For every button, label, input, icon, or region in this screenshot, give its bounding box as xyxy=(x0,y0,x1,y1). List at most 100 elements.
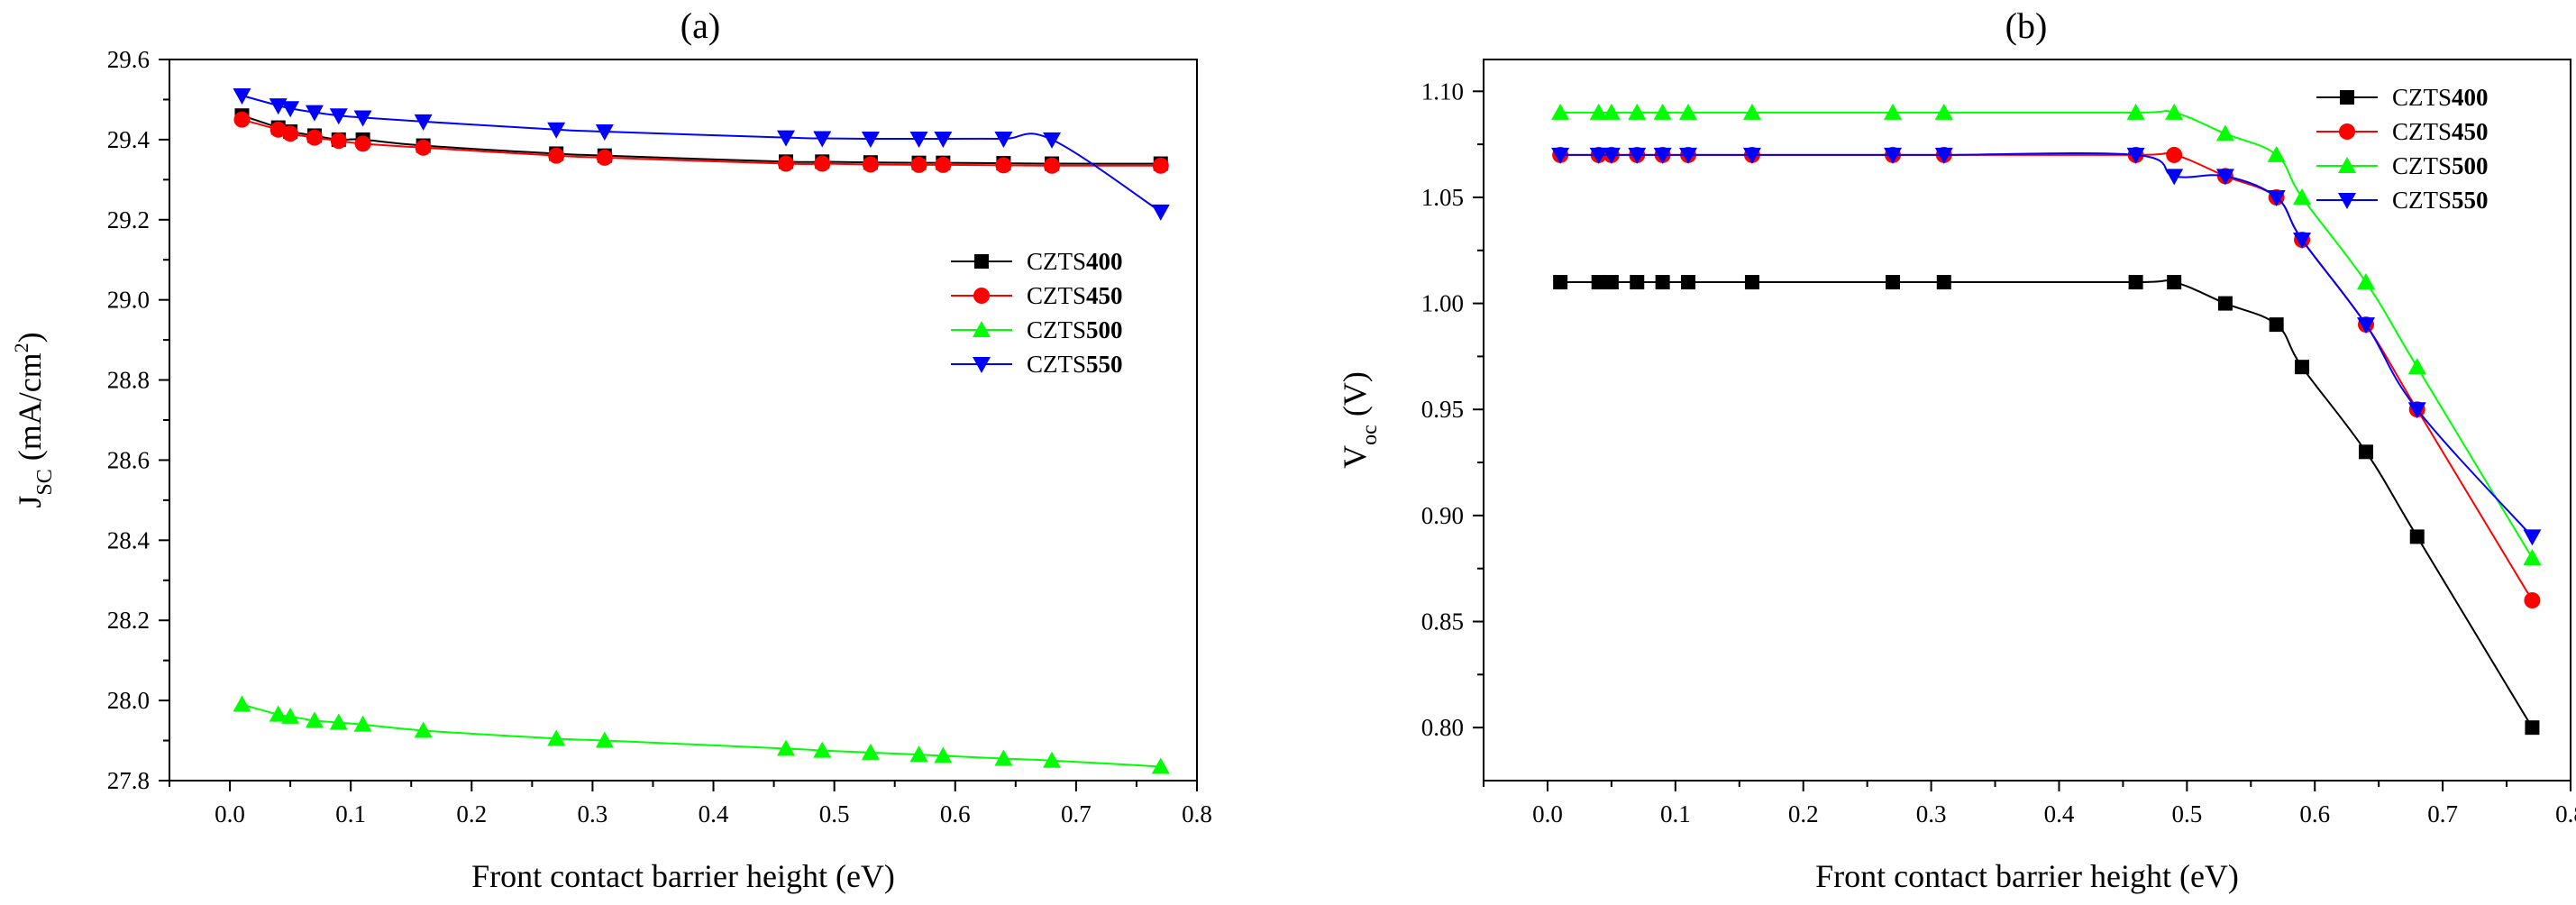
y-axis-title: JSC (mA/cm2) xyxy=(10,332,57,507)
data-point-CZTS500 xyxy=(329,713,348,730)
data-point-CZTS450 xyxy=(1152,157,1169,174)
x-tick-label: 0.3 xyxy=(1916,800,1947,827)
legend-marker xyxy=(2340,90,2354,105)
data-point-CZTS400 xyxy=(1603,275,1619,290)
x-tick-label: 0.6 xyxy=(940,800,971,827)
data-point-CZTS550 xyxy=(595,124,614,141)
data-point-CZTS550 xyxy=(1151,204,1170,221)
plot-frame xyxy=(169,59,1198,782)
data-point-CZTS500 xyxy=(2165,103,2184,120)
data-point-CZTS500 xyxy=(305,711,324,728)
legend-label: CZTS450 xyxy=(1027,282,1123,309)
data-point-CZTS500 xyxy=(1679,103,1698,120)
data-point-CZTS500 xyxy=(2356,273,2375,290)
x-tick-label: 0.2 xyxy=(456,800,487,827)
data-point-CZTS550 xyxy=(353,110,372,127)
data-point-CZTS500 xyxy=(1551,103,1570,120)
data-point-CZTS550 xyxy=(934,132,953,148)
data-point-CZTS550 xyxy=(233,88,251,105)
x-tick-label: 0.1 xyxy=(335,800,366,827)
data-point-CZTS550 xyxy=(909,132,928,148)
data-point-CZTS500 xyxy=(1934,103,1953,120)
x-tick-label: 0.1 xyxy=(1660,800,1691,827)
legend-label: CZTS550 xyxy=(2392,187,2489,214)
data-point-CZTS400 xyxy=(1681,275,1696,290)
x-tick-label: 0.8 xyxy=(1182,800,1212,827)
data-point-CZTS550 xyxy=(2356,317,2375,334)
data-point-CZTS450 xyxy=(354,135,371,152)
y-tick-label: 0.85 xyxy=(1421,608,1464,635)
data-point-CZTS450 xyxy=(233,111,251,128)
data-point-CZTS550 xyxy=(414,114,433,131)
data-point-CZTS550 xyxy=(2523,529,2542,546)
series-line-CZTS400 xyxy=(242,114,1161,165)
y-tick-label: 28.8 xyxy=(107,367,150,394)
data-point-CZTS500 xyxy=(1151,757,1170,774)
data-point-CZTS400 xyxy=(2128,275,2143,290)
data-point-CZTS500 xyxy=(1653,103,1672,120)
data-point-CZTS500 xyxy=(547,729,566,746)
data-point-CZTS550 xyxy=(305,105,324,122)
data-point-CZTS450 xyxy=(862,156,879,173)
legend-label: CZTS450 xyxy=(2392,118,2489,145)
series-line-CZTS500 xyxy=(242,703,1161,768)
data-point-CZTS450 xyxy=(935,156,952,173)
y-tick-label: 1.05 xyxy=(1421,184,1464,211)
series-line-CZTS550 xyxy=(1560,151,2534,538)
x-tick-label: 0.6 xyxy=(2299,800,2330,827)
data-point-CZTS400 xyxy=(2525,720,2540,736)
x-tick-label: 0.5 xyxy=(819,800,850,827)
data-point-CZTS450 xyxy=(1044,157,1061,174)
y-axis-title: Voc (V) xyxy=(1337,371,1382,469)
data-point-CZTS500 xyxy=(2523,548,2542,565)
data-point-CZTS400 xyxy=(1936,275,1951,290)
series-line-CZTS400 xyxy=(1560,279,2534,728)
data-point-CZTS550 xyxy=(2215,169,2234,186)
data-point-CZTS500 xyxy=(595,731,614,748)
data-point-CZTS550 xyxy=(1742,147,1761,164)
data-point-CZTS500 xyxy=(861,743,880,760)
legend-marker xyxy=(2338,157,2356,173)
legend-marker xyxy=(973,357,991,373)
data-point-CZTS500 xyxy=(2126,103,2145,120)
y-tick-label: 29.4 xyxy=(107,126,151,153)
data-point-CZTS400 xyxy=(1630,275,1645,290)
data-point-CZTS550 xyxy=(329,108,348,125)
plot-frame xyxy=(1483,59,2571,782)
panel-tag: (b) xyxy=(2005,5,2048,46)
data-point-CZTS550 xyxy=(1602,147,1621,164)
data-point-CZTS550 xyxy=(1589,147,1608,164)
data-point-CZTS500 xyxy=(269,705,288,722)
panel-a-chart: (a) 0.0 0.1 0.2 0.3 0.4 0.5 0.6 0.7 0.8 27.8 28.0 28… xyxy=(10,5,1212,894)
x-tick-label: 0.5 xyxy=(2171,800,2202,827)
data-point-CZTS550 xyxy=(1628,147,1647,164)
data-point-CZTS550 xyxy=(2407,402,2426,419)
data-point-CZTS500 xyxy=(2267,145,2286,162)
x-tick-label: 0.2 xyxy=(1788,800,1819,827)
legend-marker xyxy=(2338,193,2356,209)
y-tick-label: 29.6 xyxy=(107,46,150,73)
y-tick-label: 27.8 xyxy=(107,767,150,794)
data-point-CZTS400 xyxy=(2167,275,2182,290)
legend-marker xyxy=(974,254,989,269)
data-point-CZTS500 xyxy=(1043,751,1062,768)
x-tick-label: 0.4 xyxy=(699,800,729,827)
data-point-CZTS450 xyxy=(2166,146,2183,163)
data-point-CZTS450 xyxy=(306,129,323,146)
data-point-CZTS550 xyxy=(547,122,566,139)
data-point-CZTS500 xyxy=(1628,103,1647,120)
x-tick-label: 0.4 xyxy=(2044,800,2075,827)
legend-marker xyxy=(2339,123,2355,140)
panel-tag: (a) xyxy=(681,5,720,46)
series-line-CZTS550 xyxy=(242,95,1162,213)
data-point-CZTS450 xyxy=(415,139,432,156)
x-axis-title: Front contact barrier height (eV) xyxy=(1815,858,2239,894)
y-tick-label: 29.0 xyxy=(107,287,150,314)
x-tick-label: 0.8 xyxy=(2555,800,2576,827)
data-point-CZTS400 xyxy=(2295,360,2310,375)
series-line-CZTS450 xyxy=(1560,152,2534,601)
data-point-CZTS400 xyxy=(1886,275,1901,290)
x-tick-label: 0.7 xyxy=(1061,800,1092,827)
data-point-CZTS500 xyxy=(777,739,795,756)
data-point-CZTS550 xyxy=(1653,147,1672,164)
